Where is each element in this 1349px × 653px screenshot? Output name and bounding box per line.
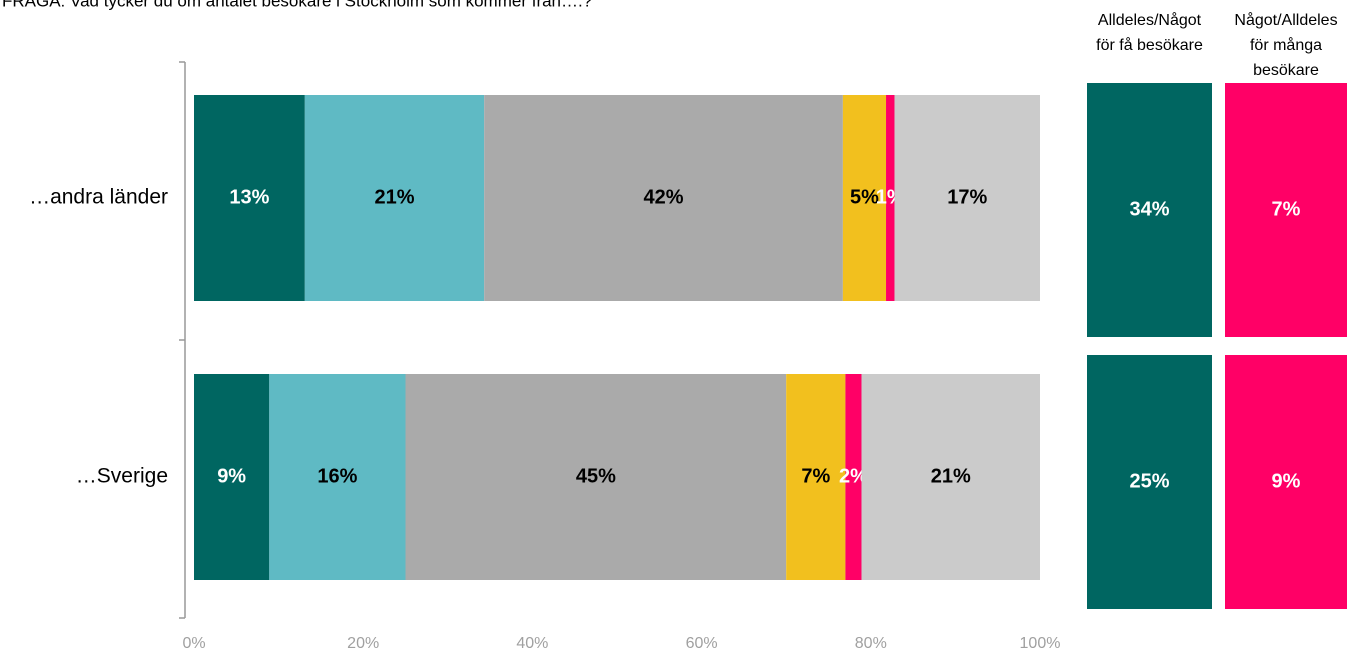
bar-segment	[484, 95, 843, 301]
data-label: 17%	[947, 186, 987, 208]
x-tick-label: 0%	[182, 635, 205, 652]
summary-box	[1225, 83, 1347, 337]
summary-label: 25%	[1129, 470, 1169, 492]
bar-segment	[194, 95, 305, 301]
bar-segment	[845, 374, 862, 580]
data-label: 21%	[374, 186, 414, 208]
category-label: …andra länder	[29, 186, 168, 209]
summary-label: 9%	[1272, 470, 1301, 492]
summary-box	[1087, 355, 1212, 609]
bar-segment	[405, 374, 787, 580]
x-tick-label: 20%	[347, 635, 379, 652]
x-tick-label: 80%	[855, 635, 887, 652]
x-tick-label: 40%	[516, 635, 548, 652]
bar-segment	[842, 95, 887, 301]
data-label: 7%	[801, 465, 830, 487]
bar-segment	[194, 374, 270, 580]
data-label: 21%	[931, 465, 971, 487]
data-label: 2%	[839, 465, 868, 487]
summary-header: Alldeles/Något	[1098, 11, 1202, 29]
bar-segment	[304, 95, 485, 301]
summary-header: besökare	[1253, 62, 1319, 79]
data-label: 13%	[229, 186, 269, 208]
category-label: …Sverige	[76, 465, 168, 488]
bar-segment	[269, 374, 406, 580]
data-label: 45%	[576, 465, 616, 487]
summary-box	[1087, 83, 1212, 337]
bar-segment	[861, 374, 1040, 580]
summary-label: 7%	[1272, 198, 1301, 220]
x-tick-label: 60%	[686, 635, 718, 652]
summary-header: för många	[1250, 36, 1322, 54]
bar-segment	[894, 95, 1040, 301]
data-label: 5%	[850, 186, 879, 208]
summary-header: för få besökare	[1096, 36, 1203, 54]
x-tick-label: 100%	[1020, 635, 1061, 652]
data-label: 16%	[317, 465, 357, 487]
bar-segment	[886, 95, 895, 301]
data-label: 42%	[644, 186, 684, 208]
summary-box	[1225, 355, 1347, 609]
chart-title: FRÅGA: Vad tycker du om antalet besökare…	[2, 0, 592, 10]
summary-label: 34%	[1129, 198, 1169, 220]
data-label: 9%	[217, 465, 246, 487]
summary-header: Något/Alldeles	[1234, 11, 1337, 29]
bar-segment	[786, 374, 846, 580]
